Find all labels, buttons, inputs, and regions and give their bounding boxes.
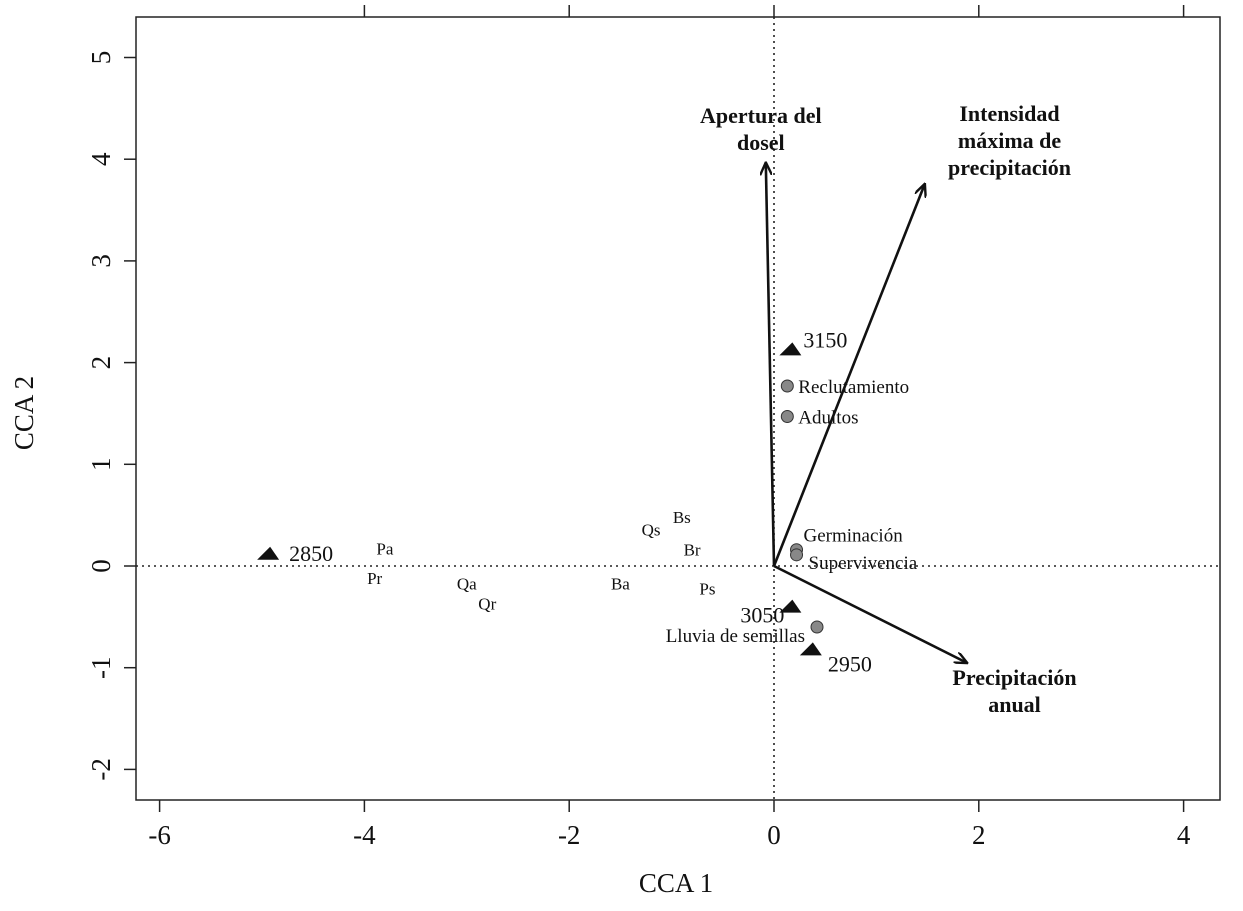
site-label: 3150 bbox=[803, 327, 847, 352]
vector-label-line: Apertura del bbox=[700, 103, 822, 128]
variable-point bbox=[780, 379, 794, 393]
plot-frame bbox=[135, 16, 1221, 801]
vector-arrow bbox=[772, 185, 925, 567]
site-marker bbox=[779, 599, 802, 613]
y-tick-label: 2 bbox=[86, 356, 116, 370]
variable-label: Adultos bbox=[798, 408, 858, 429]
vector-label: Apertura del dosel bbox=[700, 103, 822, 155]
site-label: 3050 bbox=[740, 603, 784, 628]
species-label: Qr bbox=[478, 595, 496, 614]
vector-label-line: Precipitación bbox=[952, 665, 1076, 690]
variable-point bbox=[810, 620, 824, 634]
species-label: Pa bbox=[376, 540, 393, 559]
site-marker bbox=[779, 342, 802, 356]
species-label: Qa bbox=[457, 574, 477, 593]
y-tick-label: 4 bbox=[86, 152, 116, 166]
vector-label: Intensidad máxima de precipitación bbox=[948, 101, 1071, 180]
variable-label: Reclutamiento bbox=[798, 377, 909, 398]
x-tick-label: 0 bbox=[767, 820, 781, 850]
x-tick-label: 4 bbox=[1177, 820, 1191, 850]
x-tick-label: -4 bbox=[353, 820, 376, 850]
x-tick-label: -6 bbox=[148, 820, 171, 850]
species-label: Pr bbox=[367, 569, 382, 588]
variable-point bbox=[790, 548, 804, 562]
vector-label: Precipitación anual bbox=[952, 665, 1076, 717]
site-label: 2850 bbox=[289, 541, 333, 566]
x-axis-title: CCA 1 bbox=[639, 868, 713, 898]
vector-label-line: anual bbox=[988, 692, 1041, 717]
site-label: 2950 bbox=[828, 651, 872, 676]
x-tick-label: -2 bbox=[558, 820, 581, 850]
vector-label-line: Intensidad bbox=[959, 101, 1059, 126]
species-label: Br bbox=[684, 541, 701, 560]
y-tick-label: -1 bbox=[86, 656, 116, 679]
y-tick-label: 5 bbox=[86, 51, 116, 65]
vector-label-line: precipitación bbox=[948, 155, 1071, 180]
species-label: Bs bbox=[673, 508, 691, 527]
y-axis-title: CCA 2 bbox=[9, 376, 39, 450]
vector-arrow bbox=[766, 163, 776, 567]
species-label: Ba bbox=[611, 574, 630, 593]
vector-label-line: máxima de bbox=[958, 128, 1062, 153]
variable-label: Supervivencia bbox=[809, 553, 918, 574]
species-label: Ps bbox=[699, 579, 715, 598]
y-tick-label: 3 bbox=[86, 254, 116, 268]
variable-label: Lluvia de semillas bbox=[666, 626, 805, 647]
y-tick-label: -2 bbox=[86, 758, 116, 781]
vector-label-line: dosel bbox=[737, 130, 785, 155]
y-tick-label: 1 bbox=[86, 458, 116, 472]
variable-point bbox=[780, 410, 794, 424]
y-tick-label: 0 bbox=[86, 559, 116, 573]
x-tick-label: 2 bbox=[972, 820, 986, 850]
site-marker bbox=[257, 546, 280, 560]
vector-arrow bbox=[773, 564, 967, 663]
variable-label: Germinación bbox=[804, 526, 904, 547]
species-label: Qs bbox=[642, 520, 661, 539]
site-marker bbox=[799, 642, 822, 656]
